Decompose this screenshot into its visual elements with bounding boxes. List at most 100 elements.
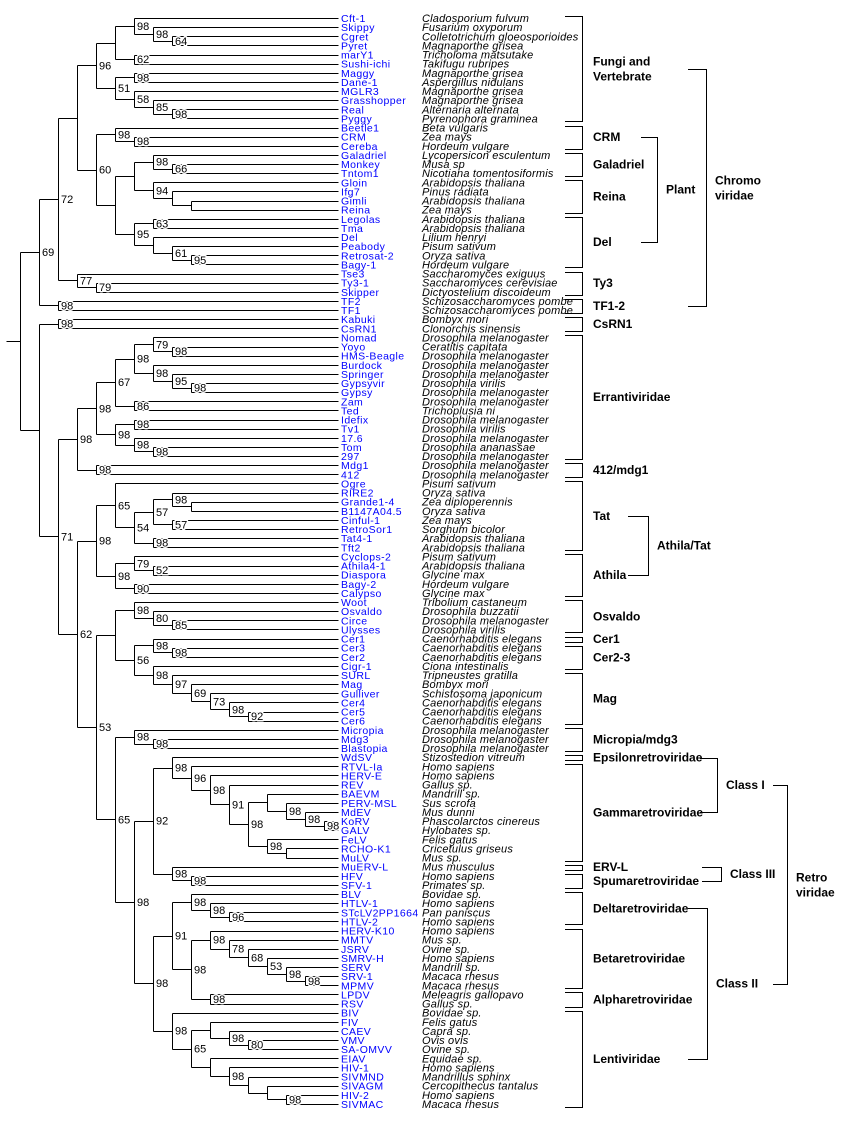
leaf-species: Drosophila melanogaster xyxy=(422,725,550,737)
leaf-species: Bombyx mori xyxy=(422,679,489,691)
leaf-species: Pisum sativum xyxy=(422,551,496,563)
leaf-species: Pyrenophora graminea xyxy=(422,113,538,125)
clade-bracket xyxy=(565,463,583,478)
leaf-species: Bombyx mori xyxy=(422,314,489,326)
superclade-label-line: Athila/Tat xyxy=(657,539,711,553)
superclade-bracket xyxy=(628,516,649,576)
leaf-species: Caenorhabditis elegans xyxy=(422,652,542,664)
superclade-label: Plant xyxy=(666,183,695,197)
bootstrap-value: 95 xyxy=(194,255,206,267)
leaf-species: Mus musculus xyxy=(422,862,495,874)
leaf-species: Ovine sp. xyxy=(422,1044,470,1056)
leaf-name: Gypsyvir xyxy=(341,378,385,390)
leaf-species: Drosophila melanogaster xyxy=(422,332,550,344)
leaf-species: Magnaporthe grisea xyxy=(422,40,523,52)
leaf-species: Hylobates sp. xyxy=(422,825,491,837)
leaf-name: Kabuki xyxy=(341,314,376,326)
bootstrap-value: 64 xyxy=(175,36,187,48)
clade-label: Reina xyxy=(593,189,626,203)
leaf-species: Glycine max xyxy=(422,570,485,582)
bootstrap-value: 98 xyxy=(137,605,149,617)
leaf-species: Caenorhabditis elegans xyxy=(422,707,542,719)
clade-label: Del xyxy=(593,235,612,249)
leaf-species: Sus scrofa xyxy=(422,798,476,810)
leaf-name: Osvaldo xyxy=(341,606,382,618)
leaf-species: Homo sapiens xyxy=(422,761,495,773)
leaf-name: Gypsy xyxy=(341,387,373,399)
leaf-name: BAEVM xyxy=(341,789,380,801)
superclade-bracket xyxy=(773,785,788,985)
leaf-species: Drosophila melanogaster xyxy=(422,351,550,363)
leaf-species: Arabidopsis thaliana xyxy=(421,533,525,545)
bootstrap-value: 98 xyxy=(156,739,168,751)
leaf-name: SERV xyxy=(341,962,371,974)
bootstrap-value: 98 xyxy=(308,814,320,826)
leaf-species: Takifugu rubripes xyxy=(422,59,510,71)
leaf-name: Cer1 xyxy=(341,634,365,646)
bootstrap-value: 98 xyxy=(270,841,282,853)
leaf-name: KoRV xyxy=(341,816,370,828)
leaf-species: Hordeum vulgare xyxy=(422,579,509,591)
leaf-name: Ty3-1 xyxy=(341,278,369,290)
leaf-name: Reina xyxy=(341,205,370,217)
bootstrap-value: 77 xyxy=(80,275,92,287)
leaf-name: WdSV xyxy=(341,752,372,764)
bootstrap-value: 95 xyxy=(175,376,187,388)
leaf-name: TF1 xyxy=(341,305,361,317)
leaf-species: Sorghum bicolor xyxy=(422,524,506,536)
leaf-name: HIV-1 xyxy=(341,1062,369,1074)
leaf-name: MdEV xyxy=(341,807,371,819)
leaf-species: Drosophila melanogaster xyxy=(422,396,550,408)
bootstrap-value: 98 xyxy=(194,964,206,976)
clade-label-line: Athila xyxy=(593,568,627,582)
leaf-name: Circe xyxy=(341,615,368,627)
bootstrap-value: 98 xyxy=(156,446,168,458)
leaf-species: Schizosaccharomyces pombe xyxy=(422,305,573,317)
bootstrap-value: 98 xyxy=(137,72,149,84)
leaf-name: Legolas xyxy=(341,214,381,226)
clade-bracket xyxy=(565,865,583,871)
leaf-name: Skippy xyxy=(341,22,375,34)
superclade-label-line: viridae xyxy=(796,885,835,899)
bootstrap-value: 98 xyxy=(80,434,92,446)
bootstrap-value: 95 xyxy=(137,229,149,241)
leaf-species: Phascolarctos cinereus xyxy=(422,816,540,828)
leaf-name: Grasshopper xyxy=(341,95,406,107)
clade-label: CsRN1 xyxy=(593,317,633,331)
bootstrap-value: 98 xyxy=(175,763,187,775)
bootstrap-value: 62 xyxy=(137,54,149,66)
leaf-species: Mus sp. xyxy=(422,935,462,947)
leaf-name: Del xyxy=(341,232,358,244)
bootstrap-value: 96 xyxy=(194,773,206,785)
clade-bracket xyxy=(565,272,583,296)
leaf-name: Springer xyxy=(341,369,384,381)
leaf-name: SIVAGM xyxy=(341,1081,383,1093)
leaf-name: HFV xyxy=(341,871,363,883)
bootstrap-value: 98 xyxy=(118,571,130,583)
leaf-species: Homo sapiens xyxy=(422,926,495,938)
clade-label-line: TF1-2 xyxy=(593,299,625,313)
clade-label: Cer2-3 xyxy=(593,650,631,664)
leaf-species: Caenorhabditis elegans xyxy=(422,716,542,728)
leaf-name: MGLR3 xyxy=(341,86,379,98)
bootstrap-value: 98 xyxy=(175,346,187,358)
leaf-name: SFV-1 xyxy=(341,880,372,892)
clade-brackets: Fungi and Vertebrate CRM Galadriel Reina Del T… xyxy=(565,16,835,1108)
leaf-species: Schizosaccharomyces pombe xyxy=(422,296,573,308)
bootstrap-value: 97 xyxy=(175,679,187,691)
leaf-species: Drosophila melanogaster xyxy=(422,734,550,746)
leaf-species: Pisum sativum xyxy=(422,241,496,253)
clade-label-line: Micropia/mdg3 xyxy=(593,732,678,746)
leaf-species: Schistosoma japonicum xyxy=(422,688,542,700)
leaf-species: Gallus sp. xyxy=(422,999,473,1011)
clade-label: Galadriel xyxy=(593,158,644,172)
leaf-species: Fusarium oxyporum xyxy=(422,22,523,34)
leaf-name: RIRE2 xyxy=(341,488,374,500)
superclade-label-line: Class I xyxy=(726,778,765,792)
leaf-name: Tv1 xyxy=(341,424,360,436)
leaf-species: Arabidopsis thaliana xyxy=(421,542,525,554)
leaf-species: Homo sapiens xyxy=(422,871,495,883)
leaf-name: Ifg7 xyxy=(341,186,360,198)
leaf-name: FIV xyxy=(341,1017,359,1029)
clade-label: Errantiviridae xyxy=(593,390,671,404)
